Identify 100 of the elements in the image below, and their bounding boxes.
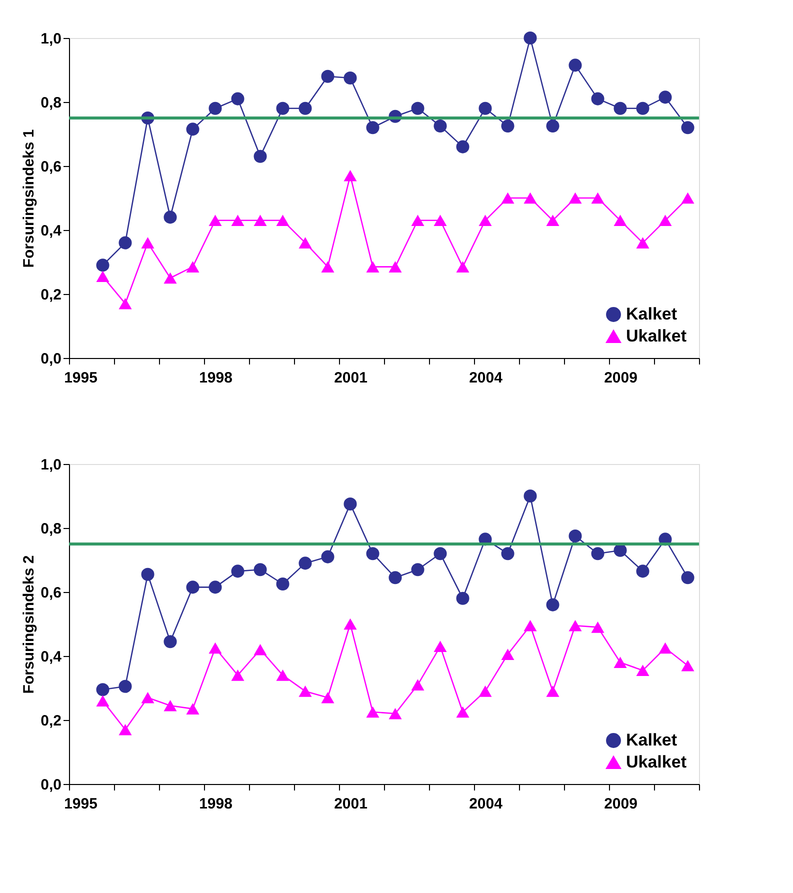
point bbox=[681, 660, 694, 672]
point bbox=[524, 192, 537, 204]
point bbox=[186, 122, 200, 136]
point bbox=[118, 724, 132, 736]
point bbox=[96, 258, 110, 272]
point bbox=[681, 121, 694, 134]
point bbox=[186, 261, 200, 272]
point bbox=[591, 92, 604, 106]
point bbox=[568, 58, 582, 72]
legend-label: Ukalket bbox=[626, 752, 687, 772]
point bbox=[568, 620, 582, 632]
legend-label: Kalket bbox=[626, 730, 678, 750]
point bbox=[208, 580, 222, 594]
point bbox=[186, 580, 200, 594]
point bbox=[636, 237, 650, 248]
point bbox=[141, 568, 154, 581]
point bbox=[298, 102, 312, 115]
point bbox=[276, 577, 290, 591]
point bbox=[681, 192, 694, 204]
point bbox=[208, 214, 222, 226]
point bbox=[411, 102, 424, 115]
point bbox=[254, 150, 267, 163]
point bbox=[614, 656, 627, 668]
point bbox=[141, 237, 154, 248]
point bbox=[591, 192, 604, 204]
point bbox=[524, 31, 537, 45]
point bbox=[321, 70, 334, 83]
x-tick-label: 1998 bbox=[199, 370, 232, 386]
point bbox=[456, 706, 470, 718]
point bbox=[366, 121, 380, 134]
point bbox=[681, 571, 694, 584]
point bbox=[524, 489, 537, 503]
point bbox=[276, 670, 290, 681]
legend-label: Kalket bbox=[626, 304, 678, 324]
point bbox=[411, 214, 424, 226]
point bbox=[96, 683, 110, 696]
y-tick-label: 0,0 bbox=[40, 776, 62, 794]
point bbox=[614, 544, 627, 557]
point bbox=[434, 119, 447, 133]
point bbox=[636, 102, 650, 115]
point bbox=[546, 598, 560, 612]
x-tick-label: 1995 bbox=[64, 370, 98, 386]
point bbox=[96, 695, 110, 706]
y-tick-label: 1,0 bbox=[40, 30, 62, 48]
point bbox=[456, 140, 470, 154]
y-tick-label: 0,8 bbox=[40, 94, 62, 112]
point bbox=[344, 618, 357, 630]
point bbox=[366, 261, 380, 272]
x-tick-label: 2004 bbox=[469, 370, 504, 386]
point bbox=[254, 214, 267, 226]
y-tick-label: 0,6 bbox=[40, 158, 62, 176]
point bbox=[501, 119, 514, 133]
point bbox=[456, 261, 470, 272]
point bbox=[118, 236, 132, 250]
point bbox=[298, 556, 312, 570]
point bbox=[388, 261, 402, 272]
point bbox=[658, 90, 672, 104]
point bbox=[478, 102, 492, 115]
point bbox=[636, 564, 650, 578]
point bbox=[501, 192, 514, 204]
y-tick-label: 0,4 bbox=[40, 222, 62, 240]
point bbox=[478, 686, 492, 697]
x-tick-label: 2009 bbox=[604, 796, 638, 812]
point bbox=[164, 635, 177, 648]
point bbox=[636, 664, 650, 676]
point bbox=[254, 644, 267, 656]
point bbox=[614, 214, 627, 226]
point bbox=[614, 102, 627, 115]
y-tick-label: 0,0 bbox=[40, 350, 62, 368]
point bbox=[298, 686, 312, 697]
point bbox=[478, 214, 492, 226]
y-tick-label: 0,2 bbox=[40, 712, 62, 730]
point bbox=[231, 214, 244, 226]
point bbox=[546, 119, 560, 133]
x-tick-label: 2001 bbox=[334, 370, 368, 386]
y-axis-title: Forsuringsindeks 1 bbox=[20, 129, 38, 268]
point bbox=[568, 529, 582, 543]
point bbox=[658, 214, 672, 226]
point bbox=[388, 708, 402, 720]
point bbox=[276, 102, 290, 115]
point bbox=[118, 298, 132, 310]
point bbox=[411, 563, 424, 576]
point bbox=[321, 550, 334, 564]
point bbox=[456, 592, 470, 605]
point bbox=[501, 547, 514, 560]
x-tick-label: 2004 bbox=[469, 796, 504, 812]
point bbox=[388, 571, 402, 584]
point bbox=[118, 680, 132, 693]
point bbox=[231, 92, 244, 106]
x-tick-label: 1998 bbox=[199, 796, 232, 812]
point bbox=[546, 686, 560, 697]
point bbox=[231, 564, 244, 578]
point bbox=[231, 670, 244, 681]
point bbox=[658, 642, 672, 654]
point bbox=[276, 214, 290, 226]
point bbox=[321, 261, 334, 272]
point bbox=[344, 71, 357, 85]
point bbox=[164, 210, 177, 224]
point bbox=[524, 620, 537, 632]
y-tick-label: 0,6 bbox=[40, 584, 62, 602]
